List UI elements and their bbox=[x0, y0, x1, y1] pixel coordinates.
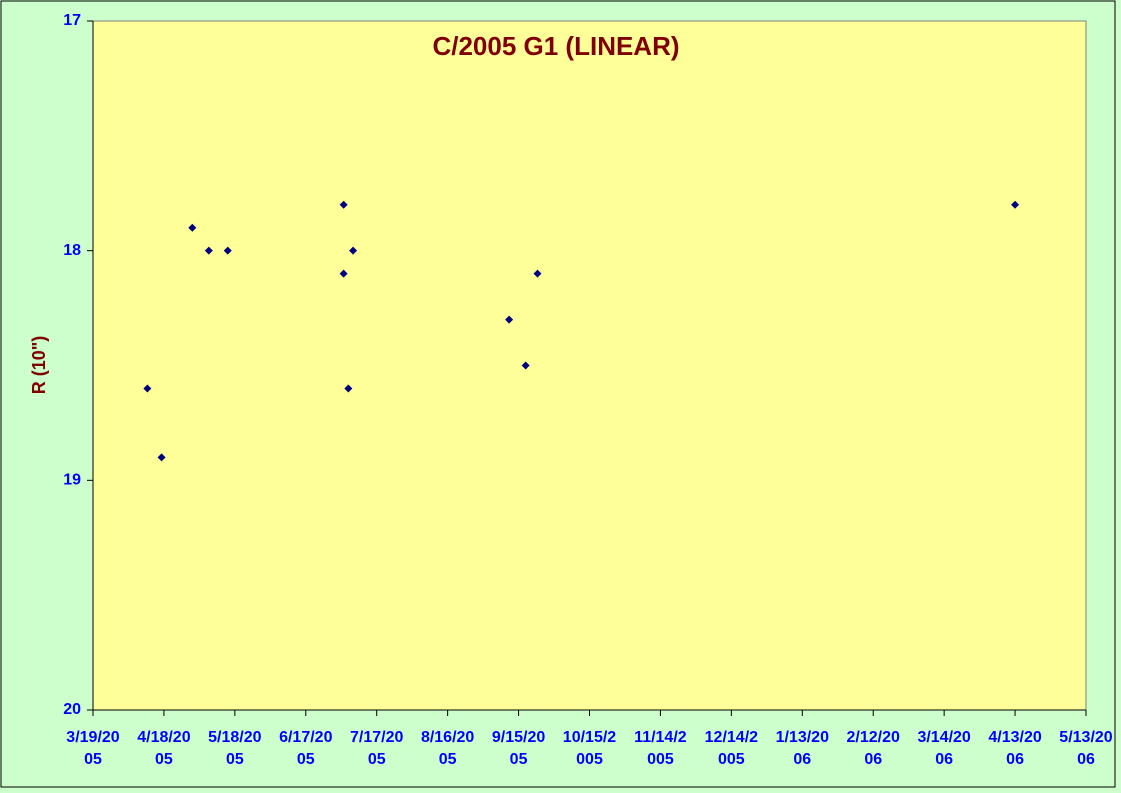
x-tick-label: 1/13/20 06 bbox=[776, 729, 829, 768]
x-tick-label: 10/15/2 005 bbox=[563, 729, 616, 768]
x-tick-label: 4/13/20 06 bbox=[988, 729, 1041, 768]
x-tick-label: 6/17/20 05 bbox=[279, 729, 332, 768]
data-point bbox=[188, 223, 197, 232]
y-tick-label: 17 bbox=[63, 12, 81, 29]
x-tick-label: 7/17/20 05 bbox=[350, 729, 403, 768]
x-tick-label: 5/13/20 06 bbox=[1059, 729, 1112, 768]
y-axis-label: R (10") bbox=[29, 336, 49, 395]
x-tick-label: 8/16/20 05 bbox=[421, 729, 474, 768]
y-tick-label: 20 bbox=[63, 701, 81, 718]
data-point bbox=[339, 269, 348, 278]
data-point bbox=[505, 315, 514, 324]
x-tick-label: 11/14/2 005 bbox=[634, 729, 687, 768]
plot-area bbox=[92, 20, 1087, 711]
x-tick-label: 9/15/20 05 bbox=[492, 729, 545, 768]
y-tick-label: 19 bbox=[63, 472, 81, 489]
x-tick-label: 2/12/20 06 bbox=[847, 729, 900, 768]
data-point bbox=[223, 246, 232, 255]
x-tick-label: 3/19/20 05 bbox=[66, 729, 119, 768]
data-point bbox=[533, 269, 542, 278]
data-point bbox=[521, 361, 530, 370]
data-point bbox=[204, 246, 213, 255]
data-point bbox=[143, 384, 152, 393]
x-tick-label: 12/14/2 005 bbox=[705, 729, 758, 768]
x-tick-label: 4/18/20 05 bbox=[137, 729, 190, 768]
chart-title: C/2005 G1 (LINEAR) bbox=[432, 31, 679, 61]
data-point bbox=[157, 453, 166, 462]
data-point bbox=[1011, 200, 1020, 209]
data-point bbox=[349, 246, 358, 255]
data-point bbox=[339, 200, 348, 209]
y-tick-label: 18 bbox=[63, 242, 81, 259]
x-tick-label: 3/14/20 06 bbox=[917, 729, 970, 768]
x-tick-label: 5/18/20 05 bbox=[208, 729, 261, 768]
data-point bbox=[344, 384, 353, 393]
